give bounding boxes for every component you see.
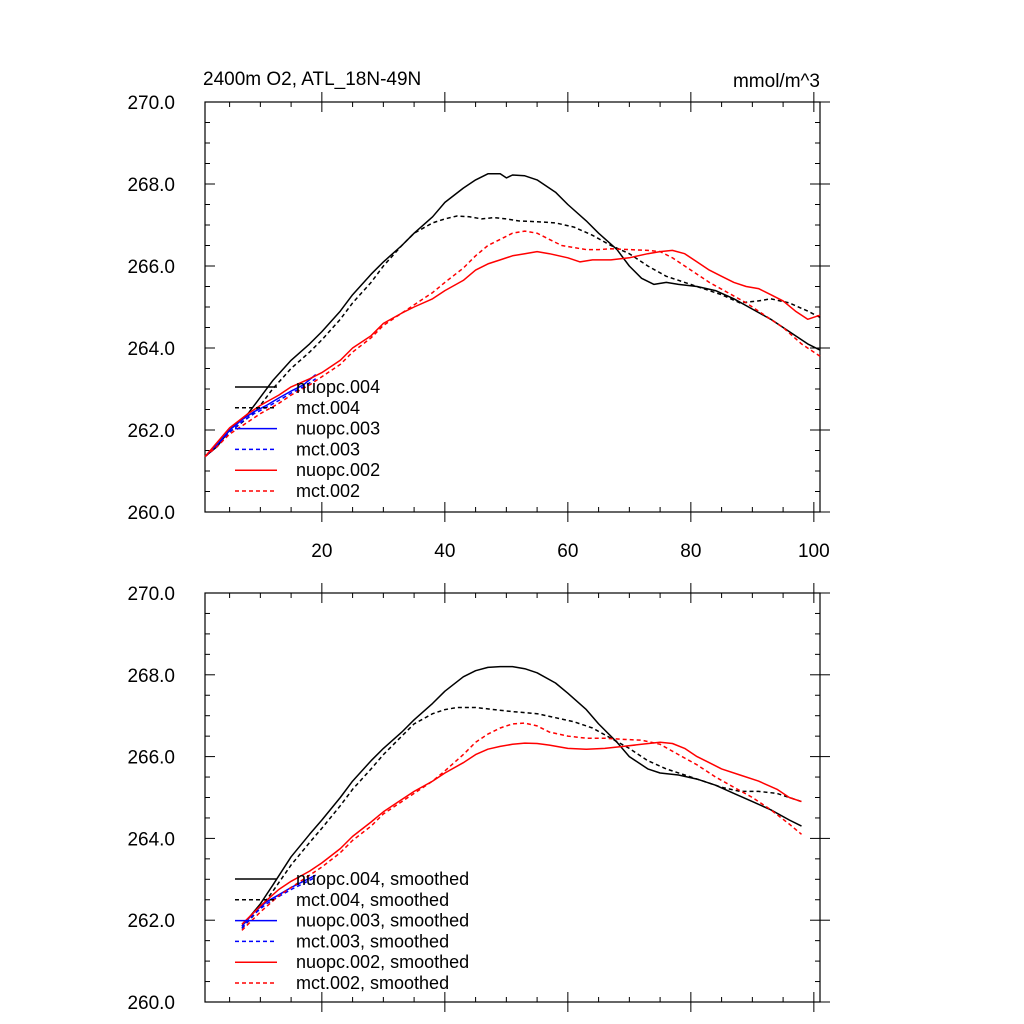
y-tick-label: 268.0 (127, 175, 175, 196)
series-line (204, 378, 317, 458)
y-tick-label: 262.0 (127, 421, 175, 442)
series-line (241, 722, 802, 931)
x-tick-label: 80 (680, 541, 701, 562)
series-line (204, 374, 317, 458)
legend-label: mct.002, smoothed (296, 973, 449, 993)
y-tick-label: 266.0 (127, 748, 175, 769)
legend-label: nuopc.003 (296, 419, 380, 439)
legend-label: nuopc.004 (296, 377, 380, 397)
legend-label: mct.002 (296, 481, 360, 501)
units-label: mmol/m^3 (733, 71, 820, 92)
y-tick-label: 264.0 (127, 829, 175, 850)
legend-label: mct.003, smoothed (296, 931, 449, 951)
series-line (204, 215, 821, 458)
legend-label: mct.004 (296, 398, 360, 418)
series-line (204, 173, 821, 458)
x-tick-label: 100 (798, 541, 830, 562)
x-tick-label: 40 (434, 541, 455, 562)
legend-label: nuopc.002 (296, 460, 380, 480)
y-tick-label: 262.0 (127, 911, 175, 932)
x-tick-label: 20 (311, 541, 332, 562)
legend-label: mct.004, smoothed (296, 890, 449, 910)
y-tick-label: 264.0 (127, 339, 175, 360)
series-line (241, 706, 802, 929)
series-line (241, 741, 802, 925)
chart-title: 2400m O2, ATL_18N-49N (203, 69, 421, 90)
y-tick-label: 260.0 (127, 503, 175, 524)
legend-label: mct.003 (296, 439, 360, 459)
series-line (204, 249, 821, 458)
y-tick-label: 268.0 (127, 666, 175, 687)
x-tick-label: 60 (557, 541, 578, 562)
legend-label: nuopc.003, smoothed (296, 911, 469, 931)
legend-label: nuopc.004, smoothed (296, 869, 469, 889)
legend-label: nuopc.002, smoothed (296, 952, 469, 972)
y-tick-label: 266.0 (127, 257, 175, 278)
y-tick-label: 270.0 (127, 584, 175, 605)
plot-panel-2: 260.0 262.0 264.0 266.0 268.0 270.0 nuopc.004,… (127, 583, 830, 1014)
y-tick-label: 270.0 (127, 93, 175, 114)
y-tick-label: 260.0 (127, 993, 175, 1014)
plot-panel-1: 20 40 60 80 100 260.0 262.0 264.0 266.0 268.0 270.… (127, 92, 830, 562)
